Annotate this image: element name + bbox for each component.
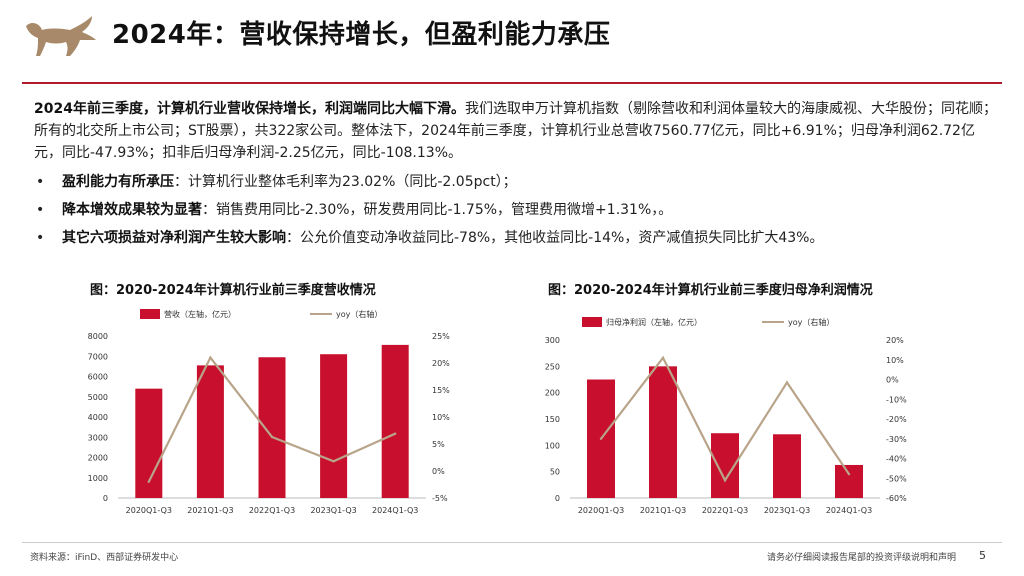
x-axis-tick-label: 2020Q1-Q3: [578, 506, 624, 515]
bar: [773, 434, 801, 498]
left-axis-tick-label: 0: [555, 494, 560, 503]
left-axis-tick-label: 100: [545, 441, 560, 450]
disclaimer-note: 请务必仔细阅读报告尾部的投资评级说明和声明: [766, 553, 956, 563]
bar: [381, 344, 409, 498]
left-axis-tick-label: 5000: [88, 393, 108, 402]
right-axis-tick-label: -10%: [886, 395, 907, 404]
left-axis-tick-label: 150: [545, 415, 560, 424]
right-axis-tick-label: -30%: [886, 435, 907, 444]
legend-line-label: yoy（右轴）: [336, 309, 382, 319]
right-axis-tick-label: -20%: [886, 415, 907, 424]
bar: [196, 365, 224, 498]
summary-paragraph: 2024年前三季度，计算机行业营收保持增长，利润端同比大幅下滑。我们选取申万计算…: [34, 98, 998, 164]
left-axis-tick-label: 3000: [88, 433, 108, 442]
key-point-head: 盈利能力有所承压: [62, 174, 174, 190]
summary-lead: 2024年前三季度，计算机行业营收保持增长，利润端同比大幅下滑。: [34, 101, 465, 117]
key-points-list: 盈利能力有所承压：计算机行业整体毛利率为23.02%（同比-2.05pct）； …: [34, 168, 998, 252]
key-point-head: 其它六项损益对净利润产生较大影响: [62, 230, 286, 246]
right-axis-tick-label: -60%: [886, 494, 907, 503]
right-axis-tick-label: 25%: [432, 332, 450, 341]
key-point-text: ：销售费用同比-2.30%，研发费用同比-1.75%，管理费用微增+1.31%，…: [202, 202, 673, 218]
right-axis-tick-label: -40%: [886, 455, 907, 464]
page-title: 2024年：营收保持增长，但盈利能力承压: [112, 20, 611, 50]
right-axis-tick-label: 10%: [886, 356, 904, 365]
legend-bar-swatch: [582, 317, 602, 327]
summary-body: 我们选取申万计算机指数（剔除营收和利润体量较大的海康威视、大华股份；同花顺；所有…: [34, 101, 997, 161]
key-point-text: ：公允价值变动净收益同比-78%，其他收益同比-14%，资产减值损失同比扩大43…: [286, 230, 824, 246]
revenue-chart: 营收（左轴，亿元） yoy（右轴） 0 1000 2000 3000 4000 5000 600…: [78, 300, 458, 525]
left-axis-tick-label: 50: [550, 468, 560, 477]
x-axis-tick-label: 2023Q1-Q3: [764, 506, 810, 515]
footer-divider: [22, 542, 1002, 543]
revenue-chart-title: 图：2020-2024年计算机行业前三季度营收情况: [90, 283, 376, 298]
bull-logo-icon: [26, 16, 96, 56]
page-number: 5: [979, 549, 986, 562]
right-axis-tick-label: -50%: [886, 474, 907, 483]
bar: [258, 357, 286, 498]
x-axis-tick-label: 2023Q1-Q3: [310, 506, 356, 515]
yoy-point: [847, 472, 851, 476]
right-axis-tick-label: 0%: [886, 376, 899, 385]
yoy-point: [332, 460, 335, 463]
key-point: 盈利能力有所承压：计算机行业整体毛利率为23.02%（同比-2.05pct）；: [34, 168, 998, 196]
key-point: 其它六项损益对净利润产生较大影响：公允价值变动净收益同比-78%，其他收益同比-…: [34, 224, 998, 252]
right-axis-tick-label: 0%: [432, 467, 445, 476]
key-point-text: ：计算机行业整体毛利率为23.02%（同比-2.05pct）；: [174, 174, 517, 190]
x-axis-tick-label: 2022Q1-Q3: [249, 506, 295, 515]
left-axis-tick-label: 2000: [88, 454, 108, 463]
left-axis-tick-label: 200: [545, 389, 560, 398]
right-axis-tick-label: 20%: [886, 336, 904, 345]
x-axis-tick-label: 2021Q1-Q3: [187, 506, 233, 515]
legend-bar-label: 营收（左轴，亿元）: [164, 309, 236, 319]
x-axis-tick-label: 2024Q1-Q3: [826, 506, 872, 515]
chart-svg: 营收（左轴，亿元） yoy（右轴） 0 1000 2000 3000 4000 5000 600…: [88, 309, 450, 515]
yoy-point: [599, 437, 603, 440]
left-axis-tick-label: 6000: [88, 373, 108, 382]
yoy-point: [270, 435, 274, 439]
key-point-head: 降本增效成果较为显著: [62, 202, 202, 218]
yoy-point: [661, 356, 665, 359]
left-axis-tick-label: 8000: [88, 332, 108, 341]
key-point: 降本增效成果较为显著：销售费用同比-2.30%，研发费用同比-1.75%，管理费…: [34, 196, 998, 224]
left-axis-tick-label: 7000: [88, 352, 108, 361]
bar: [835, 464, 863, 498]
title-divider: [22, 82, 1002, 84]
right-axis-tick-label: -5%: [432, 494, 448, 503]
left-axis-tick-label: 0: [103, 494, 108, 503]
right-axis-tick-label: 5%: [432, 440, 445, 449]
bar: [649, 366, 677, 498]
profit-chart: 归母净利润（左轴，亿元） yoy（右轴） 0 50 100 150 200 250 300 -60…: [530, 300, 914, 525]
legend-bar-label: 归母净利润（左轴，亿元）: [606, 317, 702, 327]
profit-chart-title: 图：2020-2024年计算机行业前三季度归母净利润情况: [548, 283, 873, 298]
x-axis-tick-label: 2021Q1-Q3: [640, 506, 686, 515]
right-axis-tick-label: 10%: [432, 413, 450, 422]
legend-bar-swatch: [140, 309, 160, 319]
legend-line-label: yoy（右轴）: [788, 317, 834, 327]
x-axis-tick-label: 2022Q1-Q3: [702, 506, 748, 515]
x-axis-tick-label: 2024Q1-Q3: [372, 506, 418, 515]
left-axis-tick-label: 1000: [88, 474, 108, 483]
right-axis-tick-label: 20%: [432, 359, 450, 368]
yoy-point: [723, 479, 727, 482]
x-axis-tick-label: 2020Q1-Q3: [126, 506, 172, 515]
left-axis-tick-label: 300: [545, 336, 560, 345]
source-note: 资料来源：iFinD、西部证券研发中心: [30, 553, 179, 563]
chart-svg: 归母净利润（左轴，亿元） yoy（右轴） 0 50 100 150 200 250 300 -60…: [545, 317, 907, 515]
yoy-point: [394, 432, 397, 435]
yoy-point: [147, 480, 150, 483]
yoy-point: [785, 381, 789, 384]
yoy-point: [209, 356, 212, 359]
bar: [320, 354, 348, 498]
left-axis-tick-label: 4000: [88, 413, 108, 422]
right-axis-tick-label: 15%: [432, 386, 450, 395]
left-axis-tick-label: 250: [545, 362, 560, 371]
